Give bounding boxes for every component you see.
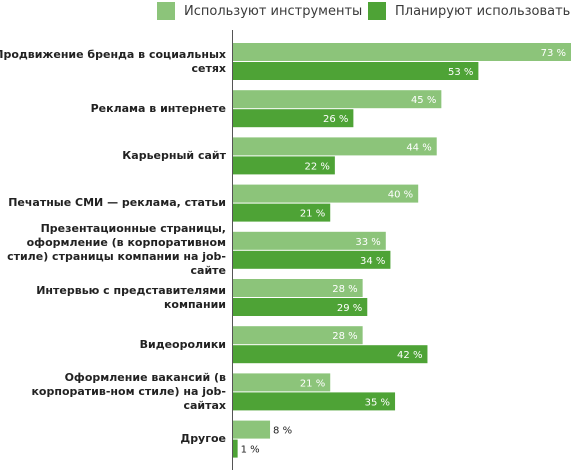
data-label-using-7: 21 % (300, 378, 325, 389)
data-label-planning-2: 22 % (304, 161, 329, 172)
category-label-5: Интервью с представителями компании (36, 283, 226, 311)
legend-label-using: Используют инструменты (184, 3, 363, 19)
category-label-3: Печатные СМИ — реклама, статьи (8, 196, 226, 210)
legend: Используют инструменты Планируют использ… (0, 2, 578, 22)
legend-swatch-planning (368, 2, 386, 20)
data-label-planning-7: 35 % (365, 397, 390, 408)
legend-label-planning: Планируют использовать (395, 3, 571, 19)
bar-planning-3 (233, 203, 331, 222)
data-label-using-2: 44 % (406, 142, 431, 153)
bar-planning-6 (233, 345, 428, 364)
category-label-0: Продвижение бренда в социальных сетях (0, 47, 226, 75)
legend-item-planning: Планируют использовать (368, 2, 570, 20)
category-label-4: Презентационные страницы, оформление (в … (7, 222, 226, 278)
data-label-planning-3: 21 % (300, 209, 325, 220)
bar-planning-4 (233, 250, 391, 269)
bar-planning-1 (233, 109, 354, 128)
data-label-using-3: 40 % (388, 190, 413, 201)
bar-using-4 (233, 231, 386, 250)
data-label-using-5: 28 % (332, 284, 357, 295)
bar-using-2 (233, 137, 437, 156)
data-label-using-4: 33 % (355, 237, 380, 248)
bar-using-8 (233, 420, 271, 439)
data-label-planning-4: 34 % (360, 256, 385, 267)
category-label-6: Видеоролики (139, 337, 226, 351)
category-label-2: Карьерный сайт (122, 148, 226, 162)
bar-using-3 (233, 184, 419, 203)
bar-using-0 (233, 43, 571, 61)
category-label-8: Другое (180, 432, 226, 446)
bar-planning-8 (233, 439, 238, 458)
data-label-planning-8: 1 % (241, 445, 260, 456)
category-label-7: Оформление вакансий (в корпоратив-ном ст… (31, 370, 226, 412)
bar-planning-5 (233, 298, 368, 316)
legend-swatch-using (157, 2, 175, 20)
data-label-planning-0: 53 % (448, 67, 473, 78)
bar-planning-0 (233, 62, 479, 80)
legend-item-using: Используют инструменты (157, 2, 362, 20)
bar-using-1 (233, 90, 442, 109)
data-label-planning-5: 29 % (337, 303, 362, 314)
data-label-using-8: 8 % (273, 426, 292, 437)
data-label-using-1: 45 % (411, 95, 436, 106)
data-label-using-6: 28 % (332, 331, 357, 342)
data-label-using-0: 73 % (541, 48, 566, 59)
data-label-planning-6: 42 % (397, 350, 422, 361)
bar-using-7 (233, 373, 331, 392)
data-label-planning-1: 26 % (323, 114, 348, 125)
category-label-1: Реклама в интернете (90, 101, 226, 115)
bar-using-6 (233, 326, 363, 345)
bar-using-5 (233, 279, 363, 297)
bar-planning-2 (233, 156, 335, 175)
bar-planning-7 (233, 392, 396, 411)
